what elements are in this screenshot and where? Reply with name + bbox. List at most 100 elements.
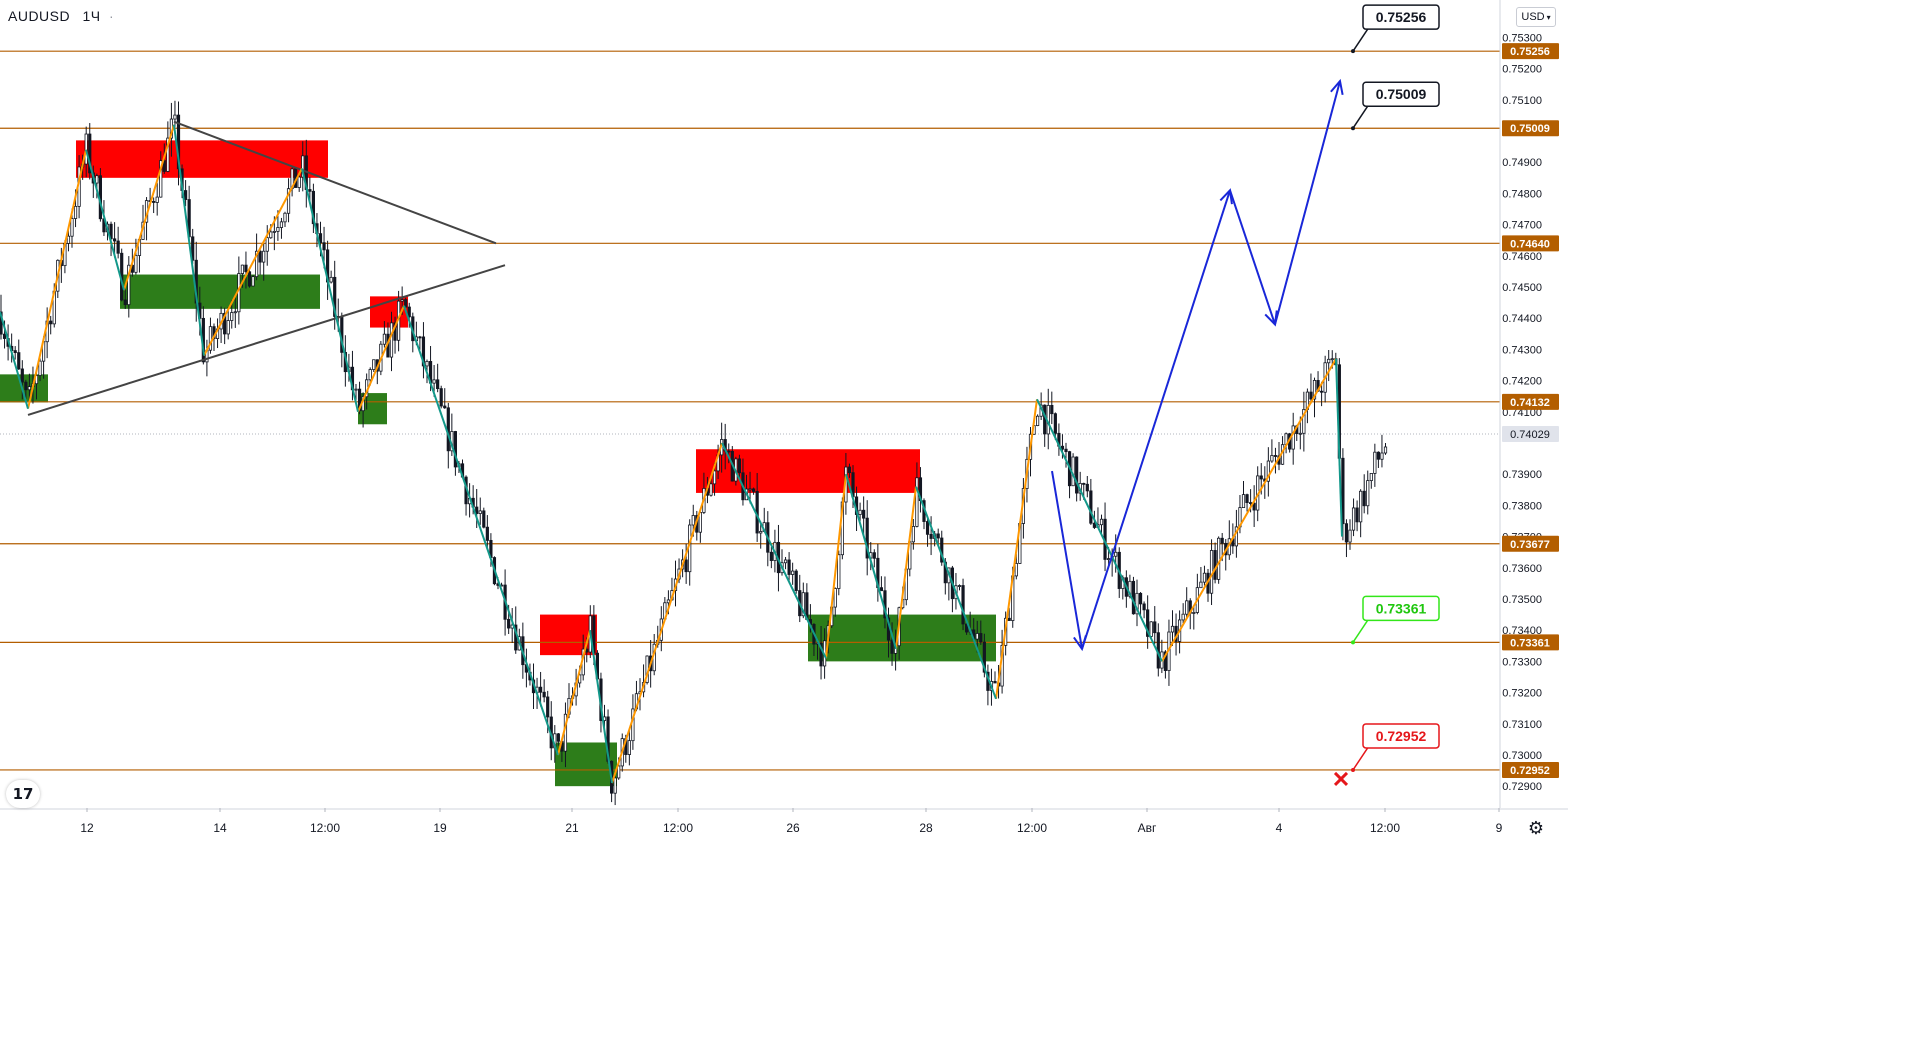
candle-body <box>1202 572 1207 583</box>
candle-body <box>66 235 71 244</box>
candle-body <box>485 526 489 541</box>
price-tick-label: 0.73800 <box>1502 500 1542 512</box>
callout-anchor <box>1351 640 1355 645</box>
candle-body <box>265 237 269 252</box>
symbol-title[interactable]: AUDUSD 1Ч · <box>8 8 114 24</box>
candle-body <box>666 599 671 604</box>
price-tick-label: 0.73900 <box>1502 469 1542 481</box>
candle-body <box>759 531 763 534</box>
currency-selector[interactable]: USD ▾ <box>1516 7 1556 27</box>
candle-body <box>1344 523 1349 543</box>
candle-body <box>1273 455 1278 457</box>
level-price-tag-label: 0.75256 <box>1510 46 1550 58</box>
candle-body <box>1007 617 1011 621</box>
candle-body <box>70 218 74 237</box>
price-tick-label: 0.74700 <box>1502 220 1542 232</box>
candle-body <box>20 368 24 383</box>
candle-body <box>915 477 919 527</box>
callout-pointer <box>1352 617 1370 643</box>
time-tick-label: Авг <box>1138 821 1157 835</box>
candle-body <box>1146 609 1150 637</box>
time-tick-label: 12:00 <box>1370 821 1400 835</box>
candle-body <box>1099 518 1104 526</box>
candle-body <box>1259 475 1263 480</box>
trend-line <box>27 264 506 416</box>
candle-body <box>691 515 695 526</box>
candle-body <box>556 733 560 742</box>
swing-down-line <box>403 305 559 756</box>
candle-body <box>223 312 227 335</box>
tradingview-logo-icon[interactable]: 17 <box>6 780 40 808</box>
candle-body <box>152 200 156 203</box>
callout-label: 0.73361 <box>1376 600 1427 616</box>
candle-body <box>84 133 88 165</box>
price-tick-label: 0.73000 <box>1502 750 1542 762</box>
level-price-tag-label: 0.73677 <box>1510 539 1550 551</box>
price-tick-label: 0.74300 <box>1502 344 1542 356</box>
candle-body <box>847 466 852 474</box>
candle-body <box>1327 358 1331 364</box>
gear-icon[interactable]: ⚙ <box>1527 818 1545 839</box>
candle-body <box>286 188 291 214</box>
candle-body <box>166 137 170 172</box>
level-price-tag-label: 0.72952 <box>1510 765 1550 777</box>
callout-box <box>1362 81 1440 107</box>
candle-body <box>183 190 188 200</box>
candle-body <box>173 114 177 120</box>
candle-body <box>116 240 120 254</box>
candle-body <box>1163 651 1167 671</box>
candle-body <box>372 359 376 370</box>
candle-body <box>283 212 287 223</box>
time-axis: 12 14 12:00 19 21 12:00 26 28 12:00 Авг 4 12:00 9 <box>0 808 1568 835</box>
candle-body <box>176 114 181 170</box>
candle-body <box>251 276 255 287</box>
candle-body <box>1060 445 1065 450</box>
candle-body <box>1330 358 1334 361</box>
candle-body <box>432 379 436 384</box>
candle-body <box>159 160 163 198</box>
candle-body <box>819 642 823 667</box>
candle-body <box>421 336 426 367</box>
candle-body <box>925 521 930 535</box>
candle-body <box>712 470 717 485</box>
candle-body <box>226 320 230 335</box>
price-tick-label: 0.74600 <box>1502 251 1542 263</box>
price-tick-label: 0.74200 <box>1502 376 1542 388</box>
candle-body <box>1092 522 1096 528</box>
swing-up-line <box>995 399 1038 699</box>
current-price-tag <box>1502 425 1559 442</box>
forecast-segment <box>1051 470 1083 650</box>
candle-body <box>1252 502 1256 511</box>
candle-body <box>1036 415 1040 426</box>
callout-box <box>1362 595 1440 622</box>
candle-body <box>17 352 21 370</box>
resistance-zone <box>76 140 328 178</box>
candle-body <box>1309 391 1313 400</box>
level-price-tag <box>1502 535 1559 552</box>
time-tick-label: 12:00 <box>663 821 693 835</box>
candle-body <box>244 264 248 273</box>
candle-body <box>311 190 316 225</box>
candle-body <box>858 509 862 515</box>
price-tick-label: 0.73600 <box>1502 563 1542 575</box>
levels <box>0 50 1500 771</box>
callout-pointer <box>1352 745 1370 771</box>
candle-body <box>123 299 127 306</box>
candle-body <box>482 510 486 528</box>
candle-body <box>425 361 429 367</box>
time-tick-label: 19 <box>433 821 447 835</box>
candle-body <box>127 264 131 306</box>
candle-body <box>1366 480 1370 507</box>
resistance-zone <box>540 614 597 656</box>
candles <box>0 100 1388 806</box>
swing-up-line <box>895 486 917 650</box>
swing-down-line <box>721 442 827 659</box>
candle-body <box>475 506 479 514</box>
zones <box>0 140 996 787</box>
candle-body <box>1348 529 1352 543</box>
candle-body <box>208 326 213 351</box>
swing-down-line <box>1335 358 1343 537</box>
candle-body <box>1220 537 1224 544</box>
candle-body <box>155 196 159 203</box>
